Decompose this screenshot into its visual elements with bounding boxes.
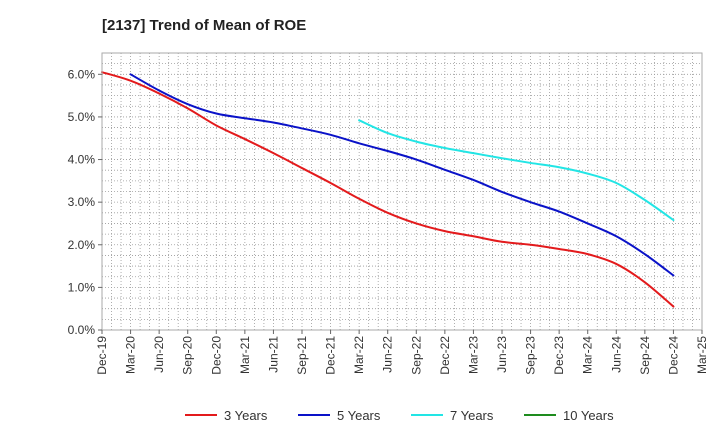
x-tick-label: Mar-25: [695, 336, 709, 374]
x-tick-label: Sep-22: [409, 336, 423, 375]
x-tick-label: Mar-24: [581, 336, 595, 374]
series-line-5-years: [129, 73, 675, 277]
x-tick-label: Dec-23: [552, 336, 566, 375]
x-tick-label: Dec-20: [209, 336, 223, 375]
x-tick-label: Mar-20: [124, 336, 138, 374]
x-tick-label: Jun-22: [381, 336, 395, 373]
legend: 3 Years 5 Years 7 Years 10 Years: [185, 408, 614, 423]
x-tick-label: Sep-23: [524, 336, 538, 375]
x-tick-label: Dec-19: [95, 336, 109, 375]
y-tick-label: 5.0%: [68, 110, 96, 124]
legend-label: 3 Years: [224, 408, 268, 423]
x-tick-label: Mar-21: [238, 336, 252, 374]
x-tick-label: Sep-21: [295, 336, 309, 375]
legend-item-10-years: 10 Years: [524, 408, 614, 423]
y-tick-label: 4.0%: [68, 153, 96, 167]
grid-layer: [102, 53, 702, 330]
series-layer: [101, 71, 675, 308]
chart-title: [2137] Trend of Mean of ROE: [102, 17, 306, 34]
y-axis-ticks: 0.0% 1.0% 2.0% 3.0% 4.0% 5.0% 6.0%: [68, 67, 102, 337]
x-tick-label: Jun-24: [609, 336, 623, 373]
series-line-3-years: [101, 71, 675, 308]
x-tick-label: Jun-23: [495, 336, 509, 373]
legend-label: 5 Years: [337, 408, 381, 423]
legend-item-5-years: 5 Years: [298, 408, 381, 423]
y-tick-label: 0.0%: [68, 323, 96, 337]
y-tick-label: 2.0%: [68, 238, 96, 252]
x-tick-label: Jun-21: [266, 336, 280, 373]
x-tick-label: Sep-20: [181, 336, 195, 375]
x-axis-ticks: Dec-19 Mar-20 Jun-20 Sep-20 Dec-20 Mar-21 Jun-…: [95, 330, 709, 375]
x-tick-label: Jun-20: [152, 336, 166, 373]
legend-label: 7 Years: [450, 408, 494, 423]
x-tick-label: Sep-24: [638, 336, 652, 375]
x-tick-label: Dec-24: [666, 336, 680, 375]
legend-label: 10 Years: [563, 408, 614, 423]
y-tick-label: 3.0%: [68, 195, 96, 209]
x-tick-label: Mar-22: [352, 336, 366, 374]
y-tick-label: 1.0%: [68, 280, 96, 294]
x-tick-label: Dec-22: [438, 336, 452, 375]
y-tick-label: 6.0%: [68, 67, 96, 81]
x-tick-label: Dec-21: [324, 336, 338, 375]
series-line-7-years: [358, 119, 675, 222]
legend-item-3-years: 3 Years: [185, 408, 268, 423]
x-tick-label: Mar-23: [466, 336, 480, 374]
legend-item-7-years: 7 Years: [411, 408, 494, 423]
plot-frame: [101, 52, 703, 331]
